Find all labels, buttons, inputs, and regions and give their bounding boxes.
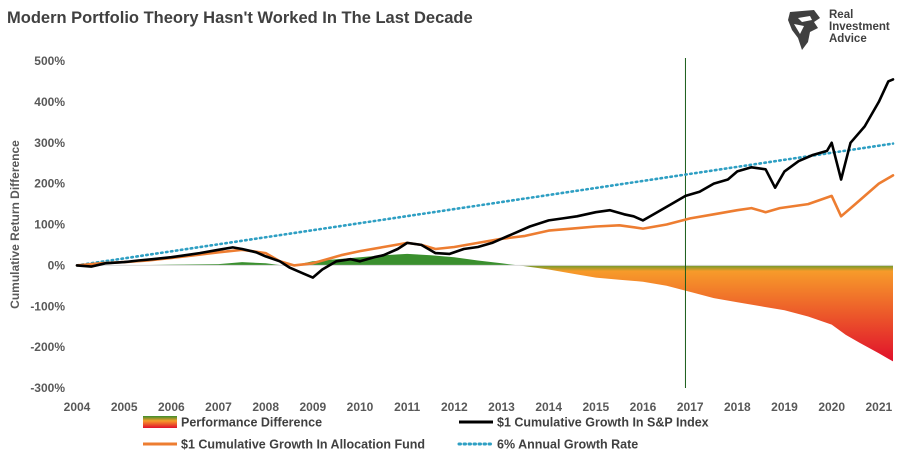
x-tick-label: 2011 [394, 400, 420, 414]
performance-difference-positive [77, 253, 893, 266]
y-tick-label: -200% [30, 340, 65, 354]
x-tick-label: 2004 [64, 400, 91, 414]
legend-growth-rate: 6% Annual Growth Rate [457, 438, 638, 452]
y-tick-label: -100% [30, 299, 65, 313]
x-tick-label: 2019 [771, 400, 798, 414]
y-tick-label: -300% [30, 381, 65, 395]
legend-label: 6% Annual Growth Rate [497, 438, 638, 452]
legend-allocation-fund: $1 Cumulative Growth In Allocation Fund [143, 438, 425, 452]
x-tick-label: 2017 [677, 400, 704, 414]
x-tick-label: 2005 [111, 400, 138, 414]
y-axis-ticks: -300% -200% -100% 0% 100% 200% 300% 400% 500% [30, 54, 65, 395]
brand-name: Real Investment Advice [829, 9, 890, 45]
y-tick-label: 100% [34, 218, 65, 232]
legend-sp-index: $1 Cumulative Growth In S&P Index [459, 416, 709, 430]
y-tick-label: 0% [48, 258, 66, 272]
chart-title: Modern Portfolio Theory Hasn't Worked In… [7, 9, 473, 27]
legend-label: $1 Cumulative Growth In Allocation Fund [181, 438, 425, 452]
brand-line-1: Real [829, 9, 854, 21]
allocation-fund-line [75, 174, 895, 267]
x-tick-label: 2009 [299, 400, 326, 414]
series-lines [75, 78, 895, 279]
growth-rate-line [75, 142, 895, 267]
y-tick-label: 200% [34, 177, 65, 191]
performance-difference-negative [77, 265, 893, 362]
y-axis-title-group: Cumulative Return Difference [8, 140, 22, 309]
legend-performance-difference: Performance Difference [143, 416, 322, 430]
x-tick-label: 2016 [630, 400, 657, 414]
x-tick-label: 2008 [252, 400, 279, 414]
y-tick-label: 500% [34, 54, 65, 68]
brand-logo [784, 8, 909, 54]
y-tick-label: 300% [34, 136, 65, 150]
brand-line-2: Investment [829, 21, 890, 33]
x-tick-label: 2014 [535, 400, 562, 414]
x-tick-label: 2013 [488, 400, 515, 414]
legend-label: $1 Cumulative Growth In S&P Index [497, 416, 709, 430]
legend: Performance Difference $1 Cumulative Grow… [143, 416, 709, 452]
x-tick-label: 2006 [158, 400, 185, 414]
y-axis-title: Cumulative Return Difference [8, 140, 22, 309]
x-tick-label: 2018 [724, 400, 751, 414]
eagle-head-icon [788, 10, 820, 50]
x-axis-ticks: 2004 2005 2006 2007 2008 2009 2010 2011 2012 2013… [64, 400, 893, 414]
x-tick-label: 2012 [441, 400, 468, 414]
x-tick-label: 2021 [865, 400, 892, 414]
legend-swatch [143, 416, 177, 428]
performance-difference-area [77, 253, 893, 362]
x-tick-label: 2020 [818, 400, 845, 414]
x-tick-label: 2010 [347, 400, 374, 414]
legend-label: Performance Difference [181, 416, 322, 430]
x-tick-label: 2015 [582, 400, 609, 414]
brand-line-3: Advice [829, 33, 867, 45]
x-tick-label: 2007 [205, 400, 232, 414]
y-tick-label: 400% [34, 95, 65, 109]
sp-index-line [75, 78, 895, 279]
